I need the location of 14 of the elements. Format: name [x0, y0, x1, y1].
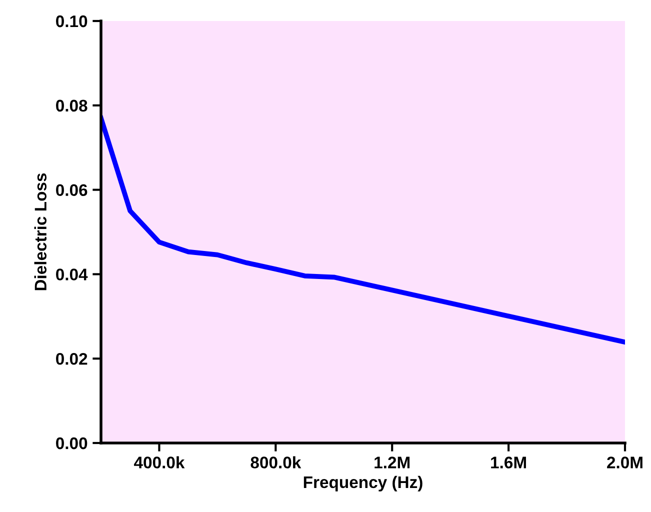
x-axis-title: Frequency (Hz): [304, 476, 422, 492]
line-series: [101, 116, 625, 345]
x-tick-label: 1.2M: [374, 456, 410, 468]
y-tick-label: 0.02: [56, 353, 88, 365]
x-tick-label: 800.0k: [250, 456, 302, 468]
y-tick-label: 0.00: [56, 437, 88, 450]
y-axis-title: Dielectric Loss: [34, 173, 47, 290]
x-tick-label: 1.6M: [491, 456, 526, 468]
y-tick-label: 0.06: [56, 184, 88, 196]
x-tick-label: 400.0k: [134, 456, 185, 468]
y-tick-label: 0.08: [56, 100, 88, 112]
y-tick-label: 0.10: [56, 15, 88, 28]
x-tick-label: 2.0M: [607, 456, 642, 468]
y-tick-label: 0.04: [56, 268, 88, 280]
